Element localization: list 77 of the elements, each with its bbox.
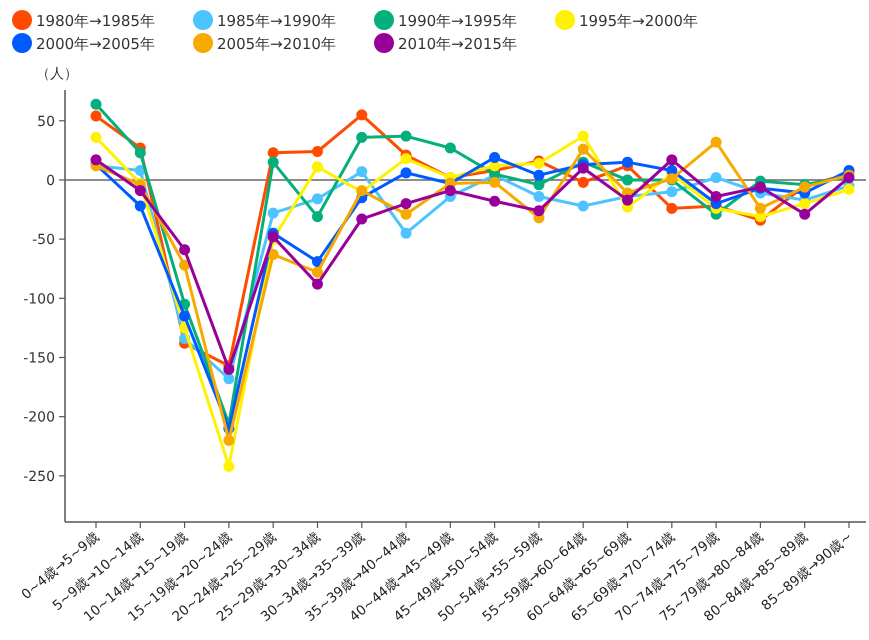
y-tick-label: -200 bbox=[23, 410, 55, 426]
point bbox=[90, 110, 102, 122]
point bbox=[578, 144, 589, 155]
point bbox=[400, 198, 412, 210]
legend-label: 1980年→1985年 bbox=[36, 12, 155, 30]
y-tick-label: -100 bbox=[23, 291, 55, 308]
point bbox=[179, 310, 190, 322]
point bbox=[710, 136, 722, 148]
point bbox=[444, 142, 456, 154]
point bbox=[268, 156, 279, 168]
point bbox=[90, 98, 102, 110]
y-tick-label: -150 bbox=[23, 350, 55, 366]
point bbox=[444, 185, 456, 196]
y-tick-label: 50 bbox=[37, 114, 55, 130]
legend-label: 2005年→2010年 bbox=[217, 35, 336, 53]
point bbox=[400, 167, 412, 178]
point bbox=[799, 198, 810, 210]
point bbox=[179, 260, 190, 271]
point bbox=[312, 278, 323, 290]
point bbox=[356, 132, 368, 143]
point bbox=[400, 130, 412, 142]
point bbox=[356, 109, 368, 120]
point bbox=[710, 191, 722, 202]
y-axis-title: （人） bbox=[36, 66, 78, 82]
point bbox=[400, 208, 412, 220]
point bbox=[622, 156, 634, 168]
point bbox=[223, 434, 234, 446]
point bbox=[799, 208, 810, 220]
point bbox=[754, 202, 766, 214]
point bbox=[844, 184, 854, 195]
point bbox=[134, 147, 146, 158]
point bbox=[666, 202, 678, 214]
point bbox=[533, 179, 544, 190]
point bbox=[533, 205, 544, 216]
point bbox=[179, 244, 190, 256]
point bbox=[90, 154, 102, 166]
point bbox=[90, 132, 102, 143]
point bbox=[578, 162, 589, 174]
point bbox=[400, 228, 412, 239]
point bbox=[400, 153, 412, 164]
point bbox=[312, 161, 323, 172]
legend-label: 2010年→2015年 bbox=[398, 35, 517, 53]
point bbox=[268, 208, 279, 219]
point bbox=[312, 193, 323, 204]
legend-label: 1995年→2000年 bbox=[579, 12, 698, 30]
point bbox=[268, 249, 279, 260]
point bbox=[489, 196, 500, 207]
y-tick-label: 0 bbox=[46, 172, 55, 189]
point bbox=[312, 211, 323, 222]
point bbox=[622, 194, 634, 206]
y-tick-label: -250 bbox=[23, 468, 55, 485]
point bbox=[356, 166, 368, 178]
point bbox=[578, 176, 589, 188]
point bbox=[489, 152, 500, 163]
point bbox=[356, 214, 368, 225]
point bbox=[666, 154, 678, 166]
point bbox=[223, 364, 234, 375]
point bbox=[134, 200, 146, 212]
point bbox=[533, 170, 544, 181]
point bbox=[578, 130, 589, 142]
point bbox=[134, 185, 146, 196]
point bbox=[578, 200, 589, 212]
legend-label: 1990年→1995年 bbox=[398, 12, 517, 30]
point bbox=[312, 266, 323, 278]
legend-label: 2000年→2005年 bbox=[36, 35, 155, 53]
point bbox=[622, 174, 634, 186]
point bbox=[268, 231, 279, 242]
point bbox=[223, 460, 234, 472]
point bbox=[268, 147, 279, 158]
legend-label: 1985年→1990年 bbox=[217, 12, 336, 30]
point bbox=[533, 191, 544, 202]
y-tick-label: -50 bbox=[32, 232, 55, 248]
point bbox=[710, 172, 722, 184]
point bbox=[489, 176, 500, 188]
point bbox=[312, 146, 323, 158]
point bbox=[666, 186, 678, 198]
point bbox=[223, 373, 234, 384]
